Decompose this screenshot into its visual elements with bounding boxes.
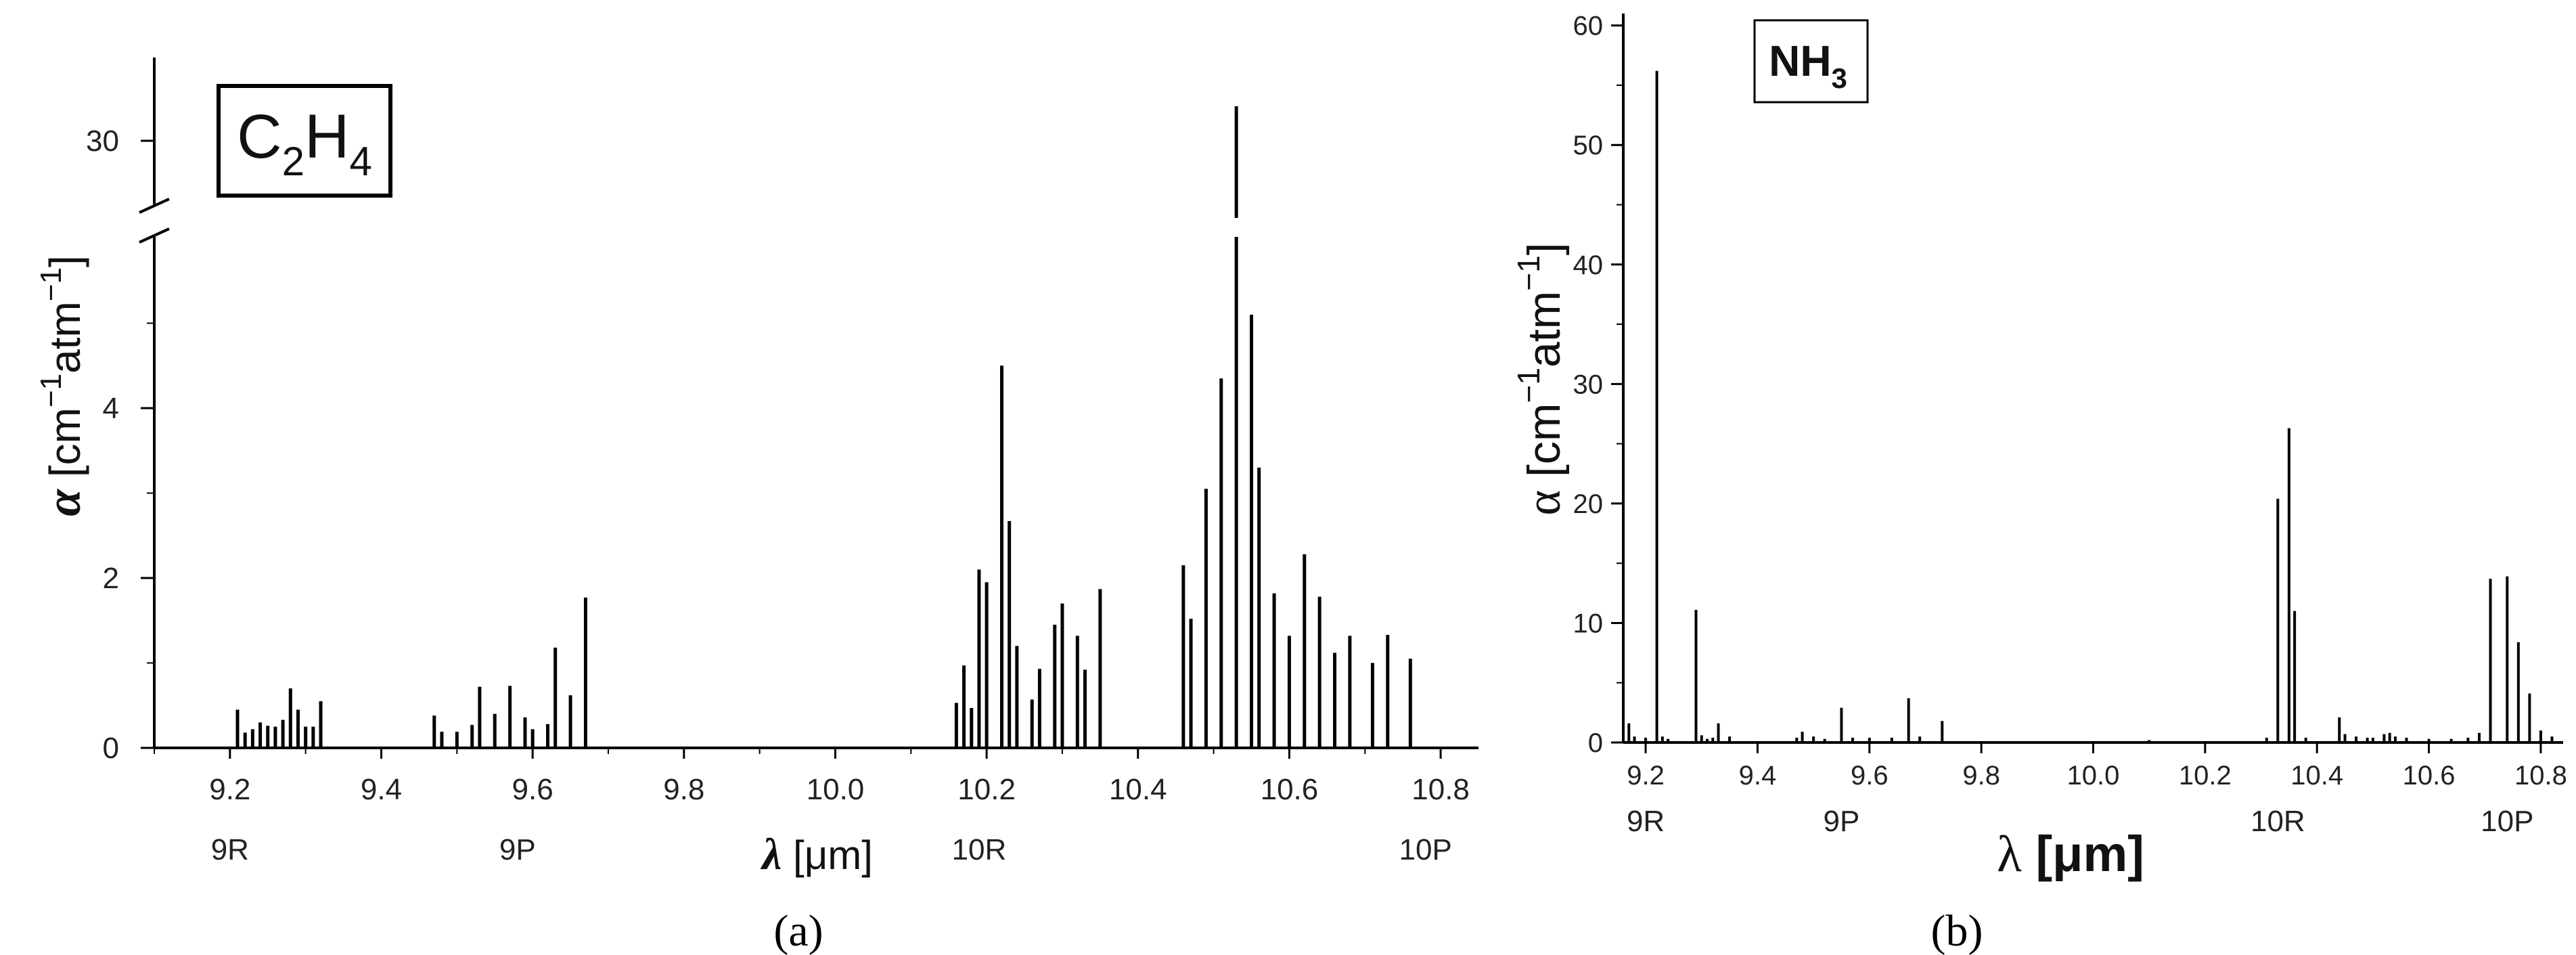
y-ticks: 0 2 4 30 (86, 125, 154, 765)
y-tick-label: 50 (1573, 131, 1604, 160)
x-tick-label: 10.6 (1261, 773, 1319, 806)
x-ticks: 9.2 9.4 9.6 9.8 10.0 10.2 10.4 10.6 10.8 (1627, 742, 2567, 791)
x-tick-label: 9.8 (1962, 761, 2000, 791)
y-ticks: 0 10 20 30 40 50 60 (1573, 12, 1623, 758)
x-tick-label: 9.4 (361, 773, 402, 806)
x-tick-label: 9.2 (209, 773, 250, 806)
x-tick-label: 9.4 (1739, 761, 1777, 791)
x-tick-label: 10.2 (957, 773, 1016, 806)
x-tick-label: 10.4 (2290, 761, 2343, 791)
y-tick-label: 20 (1573, 489, 1604, 519)
x-tick-label: 9.6 (1851, 761, 1889, 791)
x-tick-label: 10.2 (2179, 761, 2232, 791)
panel-label-a: (a) (773, 906, 823, 955)
legend-box (1753, 19, 1869, 104)
band-labels: 9R 9P 10R 10P (1627, 805, 2534, 838)
x-tick-label: 10.0 (807, 773, 865, 806)
x-tick-label: 9.8 (663, 773, 704, 806)
x-axis-label: λ [μm] (760, 830, 873, 879)
x-tick-label: 10.8 (1411, 773, 1470, 806)
y-tick-label: 40 (1573, 250, 1604, 280)
panel-label-b: (b) (1931, 906, 1983, 955)
x-tick-label: 10.8 (2514, 761, 2567, 791)
y-axis-label: α [cm−1atm−1] (1511, 242, 1571, 515)
x-tick-label: 10.0 (2067, 761, 2120, 791)
band-label: 10P (1399, 833, 1452, 866)
band-labels: 9R 9P 10R 10P (211, 833, 1452, 866)
y-tick-label: 10 (1573, 608, 1604, 638)
y-axis-label: α [cm−1atm−1] (35, 255, 91, 516)
band-label: 9R (211, 833, 249, 866)
band-label: 9R (1627, 805, 1665, 838)
band-label: 9P (499, 833, 536, 866)
x-tick-label: 9.6 (512, 773, 553, 806)
break-slash (139, 198, 170, 214)
spectral-lines (1627, 70, 2554, 742)
x-tick-label: 9.2 (1627, 761, 1665, 791)
x-axis-label: λ [μm] (1997, 826, 2144, 883)
legend-box (217, 84, 392, 198)
y-tick-label: 4 (103, 392, 119, 425)
break-slash (139, 227, 170, 244)
chart-panel-b: 9.2 9.4 9.6 9.8 10.0 10.2 10.4 10.6 10.8 0 10 20 30… (1511, 12, 2567, 955)
y-tick-label: 30 (86, 125, 119, 158)
y-tick-label: 0 (103, 732, 119, 765)
y-tick-label: 2 (103, 562, 119, 595)
chart-panel-a: 9.2 9.4 9.6 9.8 10.0 10.2 10.4 10.6 10.8 0 2 4 30 9… (35, 58, 1478, 955)
band-label: 9P (1824, 805, 1860, 838)
x-tick-label: 10.4 (1109, 773, 1167, 806)
y-tick-label: 60 (1573, 12, 1604, 41)
legend-label: C2H4 (237, 102, 372, 184)
x-tick-label: 10.6 (2403, 761, 2456, 791)
axis-break-marker (139, 198, 170, 244)
band-label: 10R (952, 833, 1007, 866)
legend-label: NH3 (1769, 37, 1847, 94)
y-tick-label: 30 (1573, 370, 1604, 399)
band-label: 10P (2481, 805, 2533, 838)
y-tick-label: 0 (1588, 728, 1603, 758)
band-label: 10R (2251, 805, 2305, 838)
spectral-lines (235, 106, 1412, 748)
x-ticks: 9.2 9.4 9.6 9.8 10.0 10.2 10.4 10.6 10.8 (154, 748, 1470, 806)
